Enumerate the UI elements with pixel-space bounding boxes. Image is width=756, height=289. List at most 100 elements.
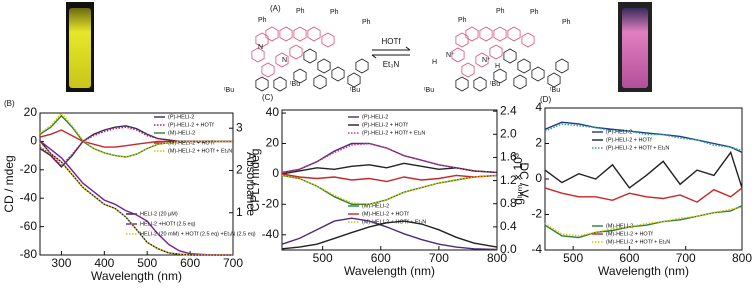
ring — [489, 44, 503, 60]
y-tick-label: 0 — [30, 134, 37, 148]
legend-label: (M)-HELI-2 — [362, 203, 389, 209]
structure-label: ᵗBu — [490, 81, 500, 88]
ring — [451, 47, 465, 63]
ring — [255, 76, 269, 92]
legend-label: (M)-HELI-2 + HOTf + Et₃N — [168, 148, 232, 154]
data-line — [544, 121, 743, 154]
arrow-head — [371, 54, 377, 59]
y2-tick-label: 0.4 — [500, 219, 517, 233]
y-tick-label: 0 — [535, 171, 542, 185]
data-line — [39, 142, 233, 256]
x-tick-label: 400 — [94, 256, 114, 270]
y2-tick-label: 2 — [236, 163, 243, 177]
y2-tick-label: 1.2 — [500, 173, 517, 187]
ring — [307, 26, 321, 42]
y2-tick-label: 1.6 — [500, 150, 517, 164]
forward-reagent: HOTf — [381, 37, 401, 46]
ring — [517, 58, 531, 74]
legend-label: (M)-HELI-2 — [168, 130, 195, 136]
structure-label: N — [258, 44, 263, 51]
ring — [513, 74, 527, 90]
x-tick-label: 600 — [371, 251, 391, 265]
structure-label: Ph — [330, 9, 339, 16]
y-tick-label: 20 — [24, 105, 38, 119]
x-tick-label: 600 — [619, 251, 639, 265]
structure-label: N⁺ — [482, 57, 491, 64]
legend-label: (P)-HELI-2 + HOTf — [168, 122, 214, 128]
y2-axis-label: DC / V — [517, 162, 531, 197]
structure-label: H — [495, 63, 500, 70]
ring — [455, 76, 469, 92]
x-tick-label: 800 — [487, 251, 507, 265]
pink-vial — [622, 8, 648, 88]
legend-label: (M)-HELI-2 + HOTf — [606, 231, 653, 237]
ring — [251, 47, 265, 63]
structure-label: Ph — [562, 19, 571, 26]
structure-label: ᵗBu — [290, 81, 300, 88]
structure-label: Ph — [496, 8, 505, 15]
data-line — [281, 174, 498, 205]
ring — [355, 58, 369, 74]
ring — [321, 32, 335, 48]
y-axis-label: CPL / mdeg — [248, 149, 262, 212]
y-tick-label: 4 — [535, 100, 542, 114]
ring — [289, 44, 303, 60]
x-tick-label: 300 — [51, 256, 71, 270]
ring — [465, 26, 479, 42]
legend-label: (P)-HELI-2 + HOTf + Et₃N — [362, 130, 425, 136]
data-line — [281, 173, 498, 183]
yellow-vial — [69, 8, 91, 88]
y-tick-label: 0 — [272, 166, 279, 180]
legend-label: HELI-2 (20 μM) — [140, 211, 178, 217]
y-tick-label: 40 — [266, 105, 280, 119]
ring — [547, 72, 561, 88]
x-tick-label: 700 — [429, 251, 449, 265]
legend-label: (M)-HELI-2 + HOTf — [362, 211, 409, 217]
data-line — [39, 111, 233, 158]
ring — [255, 32, 269, 48]
ring — [461, 62, 475, 78]
ring — [317, 58, 331, 74]
structure-label: H — [432, 59, 437, 66]
x-tick-label: 800 — [732, 251, 752, 265]
x-tick-label: 500 — [563, 251, 583, 265]
y-tick-label: 20 — [266, 136, 280, 150]
y2-axis-label: Absorbance — [244, 152, 258, 216]
ring — [479, 26, 493, 42]
data-line — [39, 140, 233, 256]
y2-tick-label: 2.4 — [500, 103, 517, 117]
legend-label: HELI-2 +HOTf (2.5 eq) — [140, 221, 196, 227]
structure-label: Ph — [362, 19, 371, 26]
ring — [503, 48, 517, 64]
plot-frame — [39, 112, 234, 256]
x-axis-label: Wavelength (nm) — [598, 264, 689, 278]
panel-label: (C) — [262, 93, 273, 102]
y-axis-label: gₗᵤₘ × 10³ — [511, 153, 525, 205]
ring — [293, 26, 307, 42]
ring — [313, 74, 327, 90]
y-tick-label: -80 — [20, 247, 38, 261]
legend-label: (M)-HELI-2 + HOTf + Et₃N — [606, 239, 670, 245]
legend-label: (P)-HELI-2 — [362, 114, 388, 120]
legend-label: (P)-HELI-2 — [606, 129, 632, 135]
ring — [273, 76, 287, 92]
ring — [275, 52, 289, 68]
ring — [555, 58, 569, 74]
y2-tick-label: 3 — [236, 120, 243, 134]
ring — [475, 52, 489, 68]
data-line — [281, 217, 498, 251]
ring — [331, 66, 345, 82]
x-tick-label: 500 — [137, 256, 157, 270]
panel-label: (A) — [270, 4, 281, 13]
x-tick-label: 500 — [313, 251, 333, 265]
ring — [293, 68, 307, 84]
plot-frame — [544, 107, 743, 251]
ring — [279, 26, 293, 42]
ring — [261, 62, 275, 78]
y-tick-label: 2 — [535, 136, 542, 150]
data-line — [281, 220, 498, 250]
ring — [455, 32, 469, 48]
structure-label: Ph — [296, 8, 305, 15]
structure-label: Ph — [530, 9, 539, 16]
